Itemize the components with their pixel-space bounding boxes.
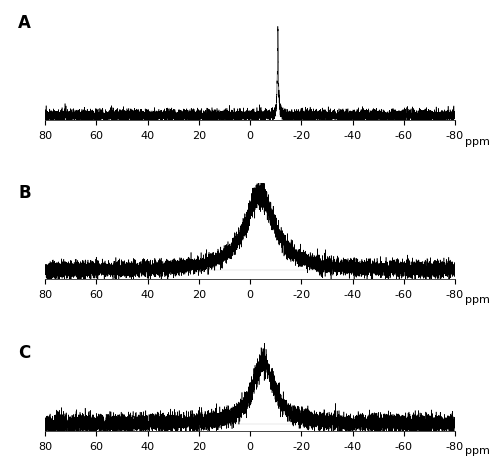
Text: C: C	[18, 343, 30, 361]
Text: ppm: ppm	[465, 137, 490, 147]
Text: B: B	[18, 184, 31, 202]
Text: ppm: ppm	[465, 294, 490, 304]
Text: A: A	[18, 14, 31, 32]
Text: ppm: ppm	[465, 445, 490, 455]
